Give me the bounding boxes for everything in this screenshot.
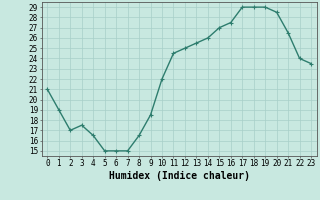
X-axis label: Humidex (Indice chaleur): Humidex (Indice chaleur) bbox=[109, 171, 250, 181]
